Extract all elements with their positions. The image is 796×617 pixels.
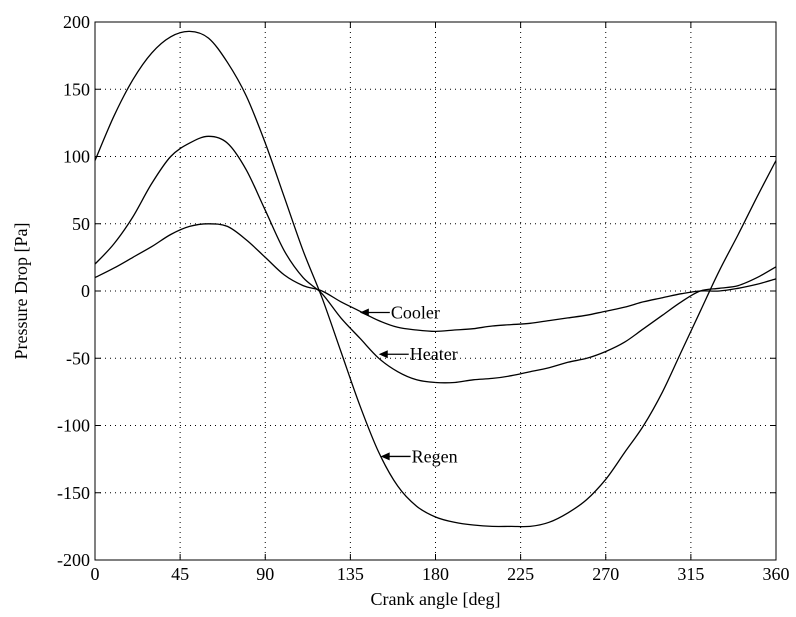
annotation-label-regen: Regen bbox=[412, 446, 458, 466]
series-line-regen bbox=[94, 30, 777, 528]
x-tick-label: 360 bbox=[763, 564, 790, 584]
y-tick-label: 50 bbox=[72, 214, 90, 234]
annotations: Cooler Heater Regen bbox=[359, 303, 458, 466]
x-tick-label: 0 bbox=[91, 564, 100, 584]
x-tick-label: 315 bbox=[677, 564, 704, 584]
annotation-arrowhead bbox=[378, 350, 388, 359]
y-tick-label: 150 bbox=[63, 79, 90, 99]
x-tick-label: 270 bbox=[592, 564, 619, 584]
y-tick-label: -200 bbox=[57, 550, 90, 570]
annotation-label-heater: Heater bbox=[410, 344, 458, 364]
annotation-label-cooler: Cooler bbox=[391, 303, 440, 323]
x-tick-label: 225 bbox=[507, 564, 534, 584]
series-line-cooler bbox=[94, 223, 777, 333]
axis-ticks: 0 45 90 135 180 225 270 315 360 200 150 100 50 0 -50 -1… bbox=[57, 12, 790, 584]
x-tick-label: 90 bbox=[256, 564, 274, 584]
series-line-heater bbox=[94, 135, 777, 384]
y-tick-label: 100 bbox=[63, 147, 90, 167]
grid-lines bbox=[95, 22, 776, 560]
y-tick-label: 0 bbox=[81, 281, 90, 301]
x-tick-label: 45 bbox=[171, 564, 189, 584]
y-axis-label: Pressure Drop [Pa] bbox=[11, 223, 31, 360]
y-tick-label: -150 bbox=[57, 483, 90, 503]
x-axis-label: Crank angle [deg] bbox=[371, 589, 501, 609]
x-tick-label: 180 bbox=[422, 564, 449, 584]
y-tick-label: -50 bbox=[66, 348, 90, 368]
annotation-arrowhead bbox=[380, 452, 390, 461]
x-tick-label: 135 bbox=[337, 564, 364, 584]
y-tick-label: -100 bbox=[57, 416, 90, 436]
series-layer bbox=[94, 30, 777, 528]
annotation-arrowhead bbox=[359, 308, 369, 317]
y-tick-label: 200 bbox=[63, 12, 90, 32]
